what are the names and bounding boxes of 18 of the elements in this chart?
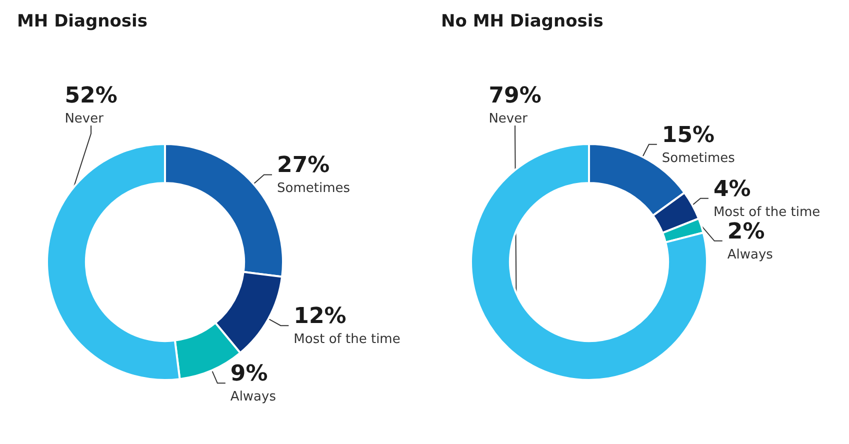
data-label: 15% (662, 122, 715, 148)
slice-label: Most of the time (713, 204, 820, 220)
data-label: 27% (277, 153, 330, 178)
slice-label: Never (64, 112, 104, 126)
slice-label: Most of the time (294, 332, 400, 348)
slice-label: Always (727, 247, 774, 262)
chart-title: MH Diagnosis (17, 12, 148, 32)
data-label: 2% (727, 219, 765, 244)
data-label: 4% (713, 176, 751, 202)
data-label: 52% (64, 84, 118, 108)
data-label: 12% (294, 304, 346, 330)
data-label: 9% (230, 362, 268, 387)
data-label: 79% (488, 84, 542, 108)
slice-label: Always (230, 390, 276, 405)
slice-label: Never (488, 112, 528, 126)
slice-label: Sometimes (277, 181, 350, 196)
slice-label: Sometimes (662, 150, 736, 166)
chart-title: No MH Diagnosis (441, 12, 604, 32)
